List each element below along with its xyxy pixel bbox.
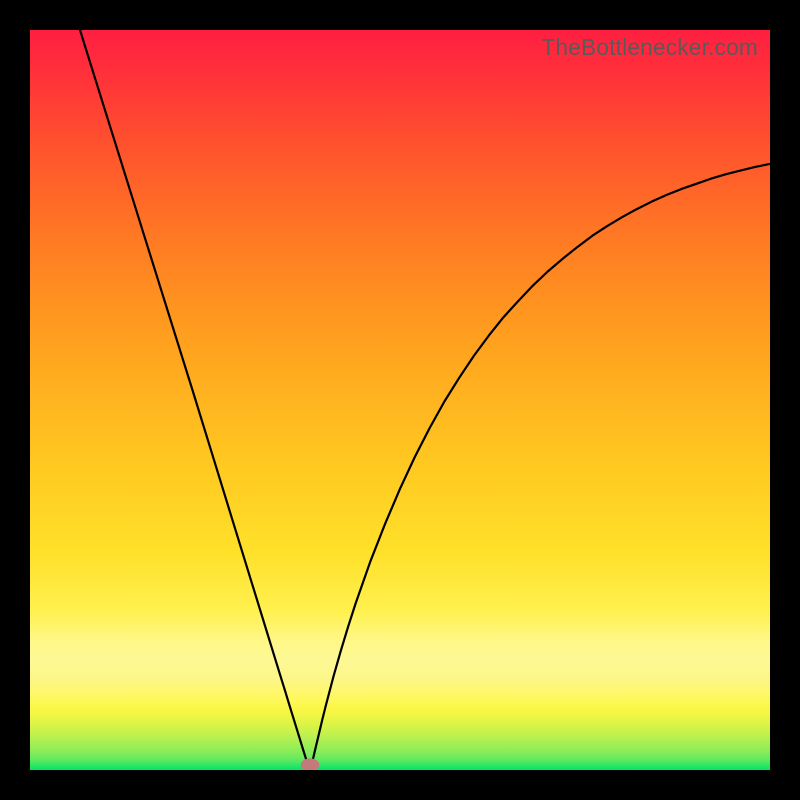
plot-area [30, 30, 770, 770]
optimum-marker [301, 759, 319, 770]
chart-frame: TheBottlenecker.com [0, 0, 800, 800]
watermark-text: TheBottlenecker.com [541, 34, 758, 61]
plot-background [30, 30, 770, 770]
